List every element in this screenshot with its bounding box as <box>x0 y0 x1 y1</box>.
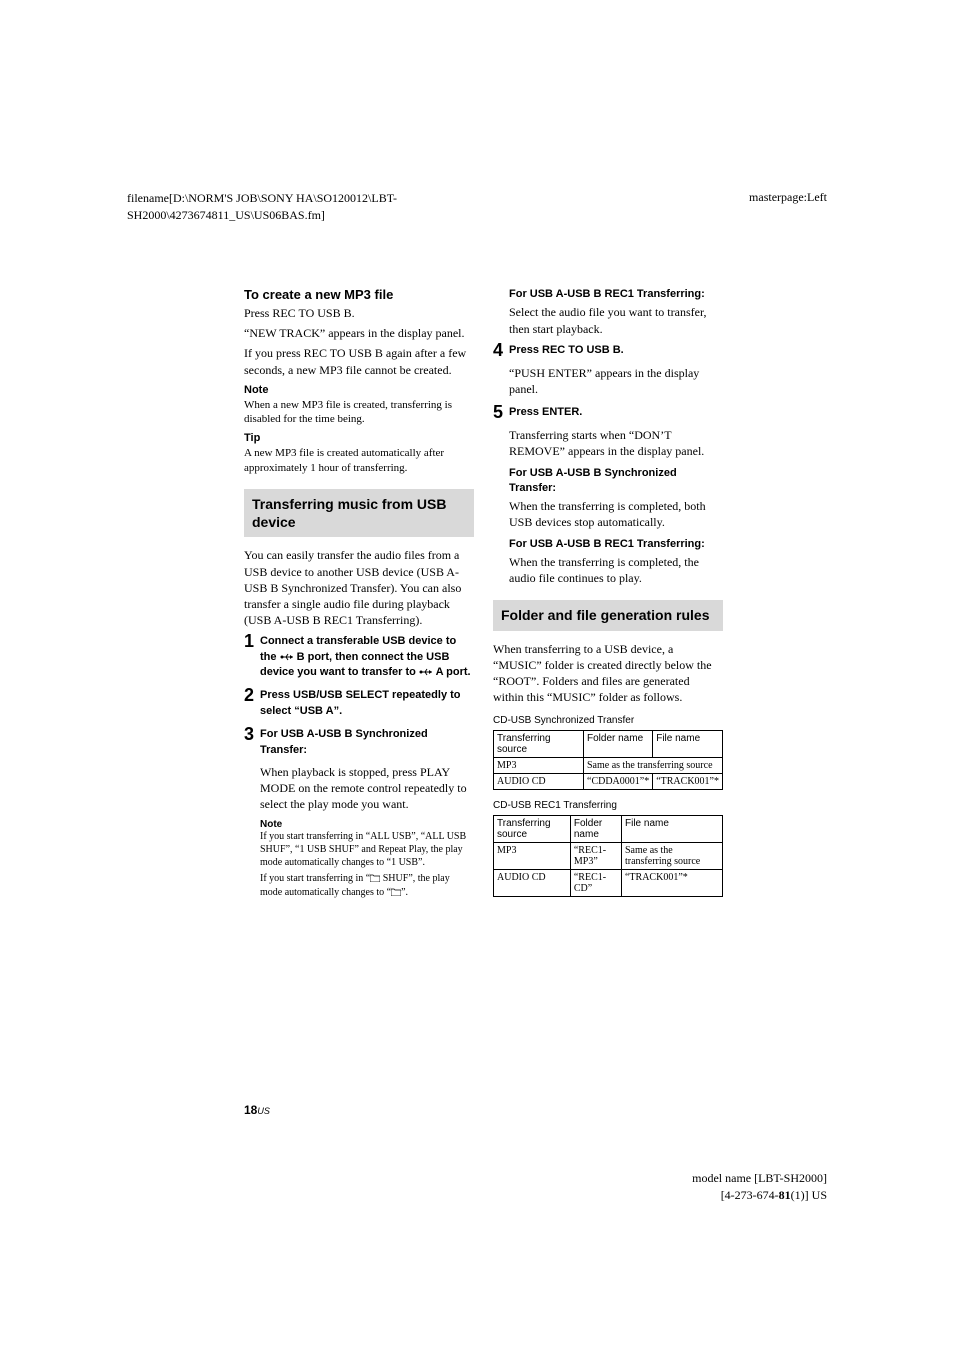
rec1-heading: For USB A-USB B REC1 Transferring: <box>509 287 723 302</box>
table-row: MP3 Same as the transferring source <box>494 758 723 774</box>
table-cell: “REC1-CD” <box>570 870 621 897</box>
table-row: Transferring source Folder name File nam… <box>494 816 723 843</box>
header-filename: filename[D:\NORM'S JOB\SONY HA\SO120012\… <box>127 190 397 224</box>
table-header: Transferring source <box>494 731 584 758</box>
table-header: File name <box>653 731 723 758</box>
step-1: 1 Connect a transferable USB device to t… <box>244 632 474 680</box>
table-cell: “REC1-MP3” <box>570 843 621 870</box>
header-masterpage: masterpage:Left <box>749 190 827 205</box>
note2-a: If you start transferring in “ <box>260 873 370 884</box>
table-row: Transferring source Folder name File nam… <box>494 731 723 758</box>
table-sync-transfer: Transferring source Folder name File nam… <box>493 730 723 790</box>
rec1-text: Select the audio file you want to transf… <box>509 304 723 336</box>
table-cell: “TRACK001”* <box>653 774 723 790</box>
table-cell: “CDDA0001”* <box>584 774 653 790</box>
table-cell: AUDIO CD <box>494 774 584 790</box>
text-intro-transfer: You can easily transfer the audio files … <box>244 547 474 628</box>
step-3-note-label: Note <box>260 819 474 830</box>
table-cell: AUDIO CD <box>494 870 571 897</box>
table-header: File name <box>621 816 722 843</box>
step-1-number: 1 <box>244 632 260 650</box>
step-2-number: 2 <box>244 686 260 704</box>
step-3-note-2: If you start transferring in “ SHUF”, th… <box>260 871 474 900</box>
page-number-value: 18 <box>244 1103 257 1117</box>
tip-label: Tip <box>244 432 474 444</box>
table-row: AUDIO CD “CDDA0001”* “TRACK001”* <box>494 774 723 790</box>
table-row: MP3 “REC1-MP3” Same as the transferring … <box>494 843 723 870</box>
step-3-body: For USB A-USB B Synchronized Transfer: <box>260 725 474 758</box>
table1-caption: CD-USB Synchronized Transfer <box>493 715 723 726</box>
page-number-suffix: US <box>257 1106 270 1116</box>
table-rec1-transfer: Transferring source Folder name File nam… <box>493 815 723 897</box>
header-filename-line1: filename[D:\NORM'S JOB\SONY HA\SO120012\… <box>127 191 397 205</box>
step-5-sub: Transferring starts when “DON’T REMOVE” … <box>509 427 723 459</box>
step-5: 5 Press ENTER. <box>493 403 723 421</box>
footer-doc-c: (1)] US <box>791 1188 827 1202</box>
table-cell: Same as the transferring source <box>584 758 723 774</box>
table-row: AUDIO CD “REC1-CD” “TRACK001”* <box>494 870 723 897</box>
sync-text: When the transferring is completed, both… <box>509 498 723 530</box>
step-2-body: Press USB/USB SELECT repeatedly to selec… <box>260 686 474 719</box>
footer-model: model name [LBT-SH2000] <box>692 1171 827 1185</box>
right-column: For USB A-USB B REC1 Transferring: Selec… <box>493 287 723 897</box>
table-cell: MP3 <box>494 843 571 870</box>
step-1-text-c: A port. <box>433 666 471 678</box>
footer-doc-a: [4-273-674- <box>721 1188 779 1202</box>
step-4-sub: “PUSH ENTER” appears in the display pane… <box>509 365 723 397</box>
sync-heading: For USB A-USB B Synchronized Transfer: <box>509 466 723 497</box>
note-label: Note <box>244 384 474 396</box>
footer: model name [LBT-SH2000] [4-273-674-81(1)… <box>692 1170 827 1204</box>
folder-icon <box>391 887 401 899</box>
step-1-body: Connect a transferable USB device to the… <box>260 632 474 680</box>
note2-c: ”. <box>401 887 408 898</box>
section-folder-rules: Folder and file generation rules <box>493 600 723 630</box>
step-3-number: 3 <box>244 725 260 743</box>
folder-intro: When transferring to a USB device, a “MU… <box>493 641 723 706</box>
header-filename-line2: SH2000\4273674811_US\US06BAS.fm] <box>127 208 325 222</box>
usb-icon <box>280 651 294 663</box>
table-header: Folder name <box>584 731 653 758</box>
footer-doc-b: 81 <box>779 1188 791 1202</box>
text-cannot-create: If you press REC TO USB B again after a … <box>244 345 474 377</box>
step-3-sub: When playback is stopped, press PLAY MOD… <box>260 764 474 813</box>
section-transferring-usb: Transferring music from USB device <box>244 489 474 537</box>
rec1-text-2: When the transferring is completed, the … <box>509 554 723 586</box>
table-header: Folder name <box>570 816 621 843</box>
step-4-number: 4 <box>493 341 509 359</box>
text-new-track: “NEW TRACK” appears in the display panel… <box>244 325 474 341</box>
folder-icon <box>370 873 380 885</box>
note-text: When a new MP3 file is created, transfer… <box>244 398 474 427</box>
table-header: Transferring source <box>494 816 571 843</box>
heading-create-mp3: To create a new MP3 file <box>244 287 474 302</box>
rec1-heading-2: For USB A-USB B REC1 Transferring: <box>509 537 723 552</box>
step-5-number: 5 <box>493 403 509 421</box>
page-number: 18US <box>244 1103 270 1117</box>
step-3: 3 For USB A-USB B Synchronized Transfer: <box>244 725 474 758</box>
usb-icon <box>419 666 433 678</box>
step-4-body: Press REC TO USB B. <box>509 341 624 358</box>
text-press-rec: Press REC TO USB B. <box>244 305 474 321</box>
left-column: To create a new MP3 file Press REC TO US… <box>244 287 474 901</box>
step-4: 4 Press REC TO USB B. <box>493 341 723 359</box>
step-2: 2 Press USB/USB SELECT repeatedly to sel… <box>244 686 474 719</box>
table-cell: MP3 <box>494 758 584 774</box>
step-5-body: Press ENTER. <box>509 403 582 420</box>
step-3-note-1: If you start transferring in “ALL USB”, … <box>260 830 474 869</box>
tip-text: A new MP3 file is created automatically … <box>244 446 474 475</box>
table-cell: Same as the transferring source <box>621 843 722 870</box>
table2-caption: CD-USB REC1 Transferring <box>493 800 723 811</box>
table-cell: “TRACK001”* <box>621 870 722 897</box>
